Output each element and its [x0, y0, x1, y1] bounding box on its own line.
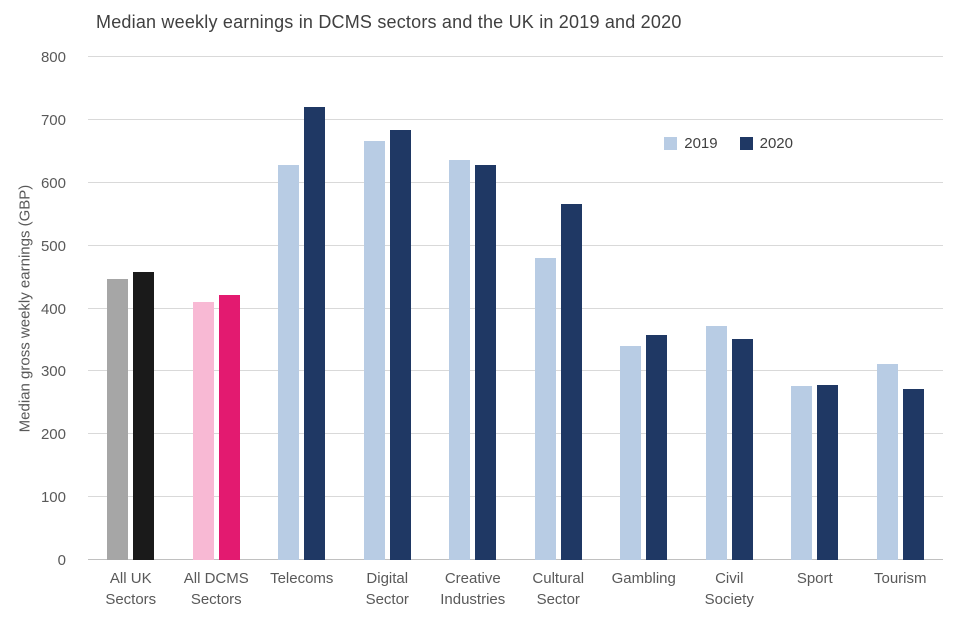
- y-tick-label: 200: [40, 426, 66, 444]
- gridline: [88, 118, 943, 120]
- legend-swatch: [664, 137, 678, 150]
- legend: 2019 2020: [664, 135, 793, 152]
- y-tick-label: 0: [57, 552, 66, 569]
- bar-group: [88, 57, 174, 560]
- bar-2020: [646, 334, 668, 560]
- x-axis-label: Digital Sector: [365, 570, 409, 608]
- bar-2019: [363, 141, 385, 560]
- bar-2019: [876, 364, 898, 560]
- y-tick-label: 500: [40, 237, 66, 255]
- bar-group: [601, 57, 687, 560]
- bar-2020: [817, 385, 839, 560]
- y-tick-label: 300: [40, 363, 66, 381]
- bar-2019: [449, 159, 471, 560]
- y-tick-label: 400: [40, 300, 66, 318]
- legend-item: 2019: [664, 135, 718, 152]
- bar-2020: [133, 272, 155, 560]
- y-axis-tick-labels: 0 100 200 300 400 500 600 700 800: [0, 49, 76, 569]
- bar-2019: [791, 386, 813, 560]
- x-axis-label: Telecoms: [270, 570, 334, 587]
- x-axis-label: All UK Sectors: [105, 570, 157, 608]
- bar-2020: [731, 339, 753, 560]
- bar-group: [772, 57, 858, 560]
- x-axis-label: Cultural Sector: [532, 570, 585, 608]
- gridline: [88, 56, 943, 57]
- bar-2020: [902, 388, 924, 560]
- y-tick-label: 800: [40, 49, 66, 66]
- x-axis-label: Tourism: [873, 570, 927, 587]
- gridline: [88, 370, 943, 372]
- bar-2019: [620, 346, 642, 560]
- gridline: [88, 559, 943, 560]
- bar-groups: [88, 57, 943, 560]
- chart-title: Median weekly earnings in DCMS sectors a…: [96, 12, 682, 32]
- legend-label: 2020: [759, 135, 793, 152]
- gridline: [88, 181, 943, 183]
- gridline: [88, 433, 943, 435]
- bar-2019: [705, 326, 727, 560]
- x-axis-labels: All UK Sectors All DCMS Sectors Telecoms Di…: [88, 568, 943, 610]
- bar-group: [259, 57, 345, 560]
- x-axis-label: All DCMS Sectors: [183, 570, 249, 608]
- bar-group: [858, 57, 944, 560]
- x-axis-label: Sport: [796, 570, 833, 587]
- bar-group: [174, 57, 260, 560]
- plot-area: 2019 2020: [88, 56, 943, 560]
- bar-2019: [534, 257, 556, 560]
- bar-2019: [278, 165, 300, 560]
- bar-2020: [389, 129, 411, 560]
- legend-swatch: [739, 137, 753, 150]
- bar-2020: [304, 106, 326, 560]
- gridline: [88, 496, 943, 498]
- bar-group: [516, 57, 602, 560]
- x-axis-label: Creative Industries: [440, 570, 506, 608]
- legend-label: 2019: [684, 135, 718, 152]
- bar-2019: [192, 301, 214, 560]
- bar-group: [687, 57, 773, 560]
- y-tick-label: 100: [40, 489, 66, 507]
- gridline: [88, 244, 943, 246]
- x-axis-label: Civil Society: [704, 570, 754, 608]
- y-tick-label: 700: [40, 111, 66, 129]
- x-axis-label: Gambling: [611, 570, 676, 587]
- bar-group: [345, 57, 431, 560]
- bar-group: [430, 57, 516, 560]
- bar-2019: [107, 278, 129, 560]
- bar-2020: [560, 203, 582, 560]
- y-tick-label: 600: [40, 174, 66, 192]
- gridline: [88, 307, 943, 309]
- bar-2020: [218, 295, 240, 560]
- legend-item: 2020: [739, 135, 793, 152]
- bar-2020: [475, 165, 497, 560]
